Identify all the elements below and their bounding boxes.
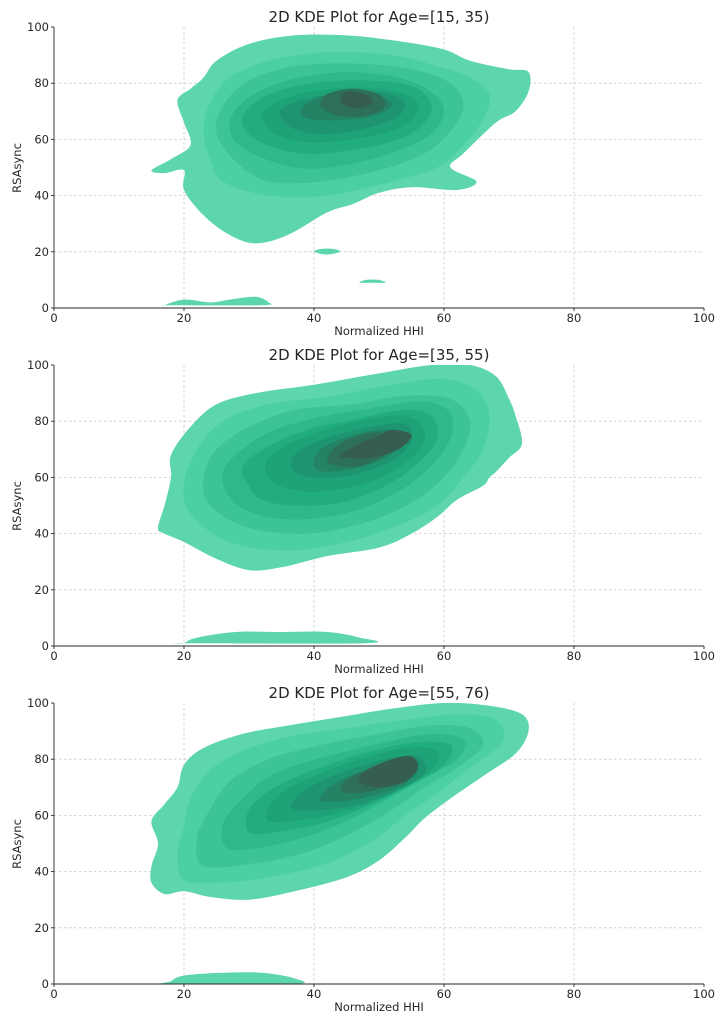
kde-level-1 — [170, 631, 379, 644]
y-tick-label: 100 — [27, 696, 49, 710]
x-tick-label: 80 — [567, 649, 582, 663]
y-tick-label: 0 — [42, 977, 49, 991]
y-axis-label: RSAsync — [10, 819, 24, 869]
y-tick-label: 60 — [34, 470, 49, 484]
kde-level-1 — [160, 296, 272, 306]
y-axis-label: RSAsync — [10, 143, 24, 193]
subplot-title: 2D KDE Plot for Age=[35, 55) — [269, 346, 490, 364]
y-tick-label: 80 — [34, 414, 49, 428]
y-tick-label: 20 — [34, 245, 49, 259]
x-tick-label: 100 — [693, 649, 715, 663]
kde-contours — [151, 34, 531, 306]
y-tick-label: 40 — [34, 865, 49, 879]
y-axis-label: RSAsync — [10, 481, 24, 531]
axes: 0 20 40 60 80 100 0 20 40 60 80 100 — [27, 696, 715, 1001]
y-tick-label: 40 — [34, 527, 49, 541]
x-tick-label: 60 — [437, 311, 452, 325]
x-tick-label: 0 — [50, 987, 57, 1001]
subplot-title: 2D KDE Plot for Age=[55, 76) — [269, 684, 490, 702]
y-tick-label: 40 — [34, 189, 49, 203]
y-tick-label: 60 — [34, 132, 49, 146]
x-tick-label: 0 — [50, 649, 57, 663]
kde-level-10 — [340, 91, 373, 109]
x-tick-label: 60 — [437, 649, 452, 663]
kde-level-1 — [359, 279, 386, 283]
x-axis-label: Normalized HHI — [334, 662, 424, 676]
y-tick-label: 80 — [34, 752, 49, 766]
subplot-title: 2D KDE Plot for Age=[15, 35) — [269, 8, 490, 26]
axes: 0 20 40 60 80 100 0 20 40 60 80 100 — [27, 358, 715, 663]
y-tick-label: 0 — [42, 639, 49, 653]
subplot-1: 0 20 40 60 80 100 0 20 40 60 80 100 2D KDE Plot for … — [10, 8, 715, 338]
y-tick-label: 100 — [27, 358, 49, 372]
x-tick-label: 100 — [693, 987, 715, 1001]
x-tick-label: 60 — [437, 987, 452, 1001]
y-tick-label: 60 — [34, 808, 49, 822]
kde-level-1 — [161, 972, 305, 984]
subplot-3: 0 20 40 60 80 100 0 20 40 60 80 100 2D KDE Plot for … — [10, 684, 715, 1014]
kde-level-1 — [313, 248, 341, 255]
axes: 0 20 40 60 80 100 0 20 40 60 80 100 — [27, 20, 715, 325]
kde-level-10 — [358, 755, 419, 788]
x-tick-label: 100 — [693, 311, 715, 325]
subplot-2: 0 20 40 60 80 100 0 20 40 60 80 100 2D KDE Plot for … — [10, 346, 715, 676]
kde-contours — [150, 703, 529, 984]
x-tick-label: 20 — [177, 649, 192, 663]
x-axis-label: Normalized HHI — [334, 1000, 424, 1014]
x-tick-label: 40 — [307, 649, 322, 663]
x-tick-label: 20 — [177, 987, 192, 1001]
y-tick-label: 0 — [42, 301, 49, 315]
kde-level-10 — [339, 429, 412, 459]
y-tick-label: 80 — [34, 76, 49, 90]
x-tick-label: 40 — [307, 987, 322, 1001]
y-tick-label: 20 — [34, 583, 49, 597]
x-tick-label: 40 — [307, 311, 322, 325]
kde-contours — [158, 365, 523, 644]
x-tick-label: 0 — [50, 311, 57, 325]
x-tick-label: 80 — [567, 987, 582, 1001]
y-tick-label: 20 — [34, 921, 49, 935]
y-tick-label: 100 — [27, 20, 49, 34]
x-tick-label: 20 — [177, 311, 192, 325]
x-axis-label: Normalized HHI — [334, 324, 424, 338]
x-tick-label: 80 — [567, 311, 582, 325]
